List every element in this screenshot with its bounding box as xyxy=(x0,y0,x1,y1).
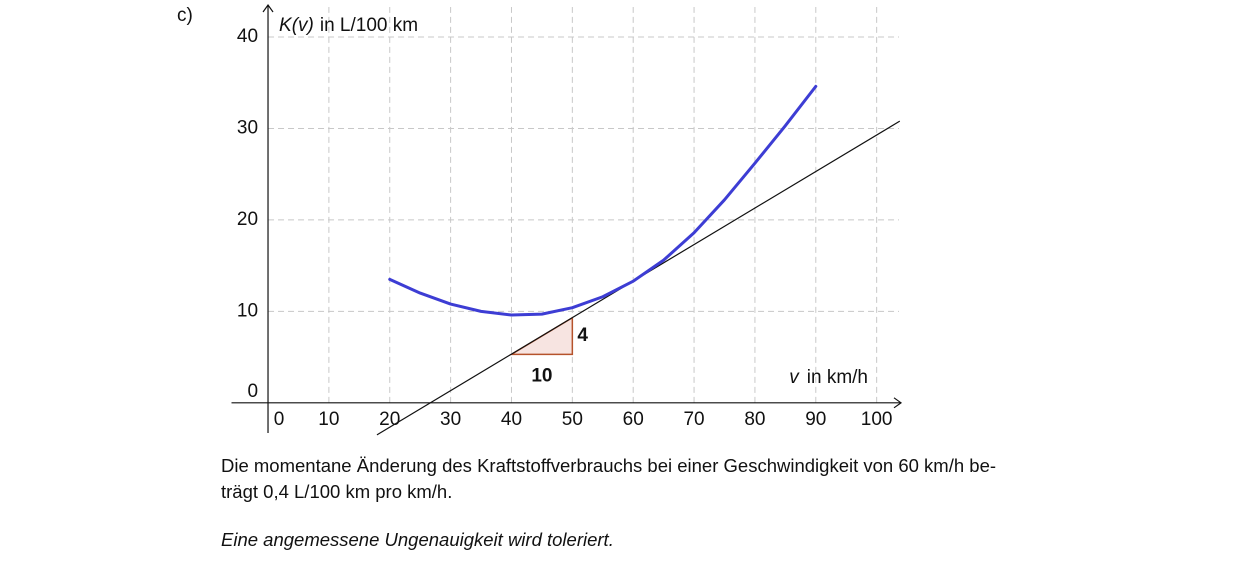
run-label: 10 xyxy=(531,365,552,386)
item-label: c) xyxy=(177,5,193,26)
answer-line: trägt 0,4 L/100 km pro km/h. xyxy=(221,481,453,502)
x-tick-label: 10 xyxy=(318,409,339,430)
x-axis-arrow xyxy=(893,397,903,409)
x-tick-label: 40 xyxy=(501,409,522,430)
x-tick-label: 90 xyxy=(805,409,826,430)
answer-line: Die momentane Änderung des Kraftstoffver… xyxy=(221,455,997,476)
x-tick-label: 70 xyxy=(683,409,704,430)
y-tick-label: 10 xyxy=(237,300,258,321)
x-label-unit: in km/h xyxy=(807,367,868,388)
x-label-var: v xyxy=(789,367,800,388)
curve xyxy=(388,84,818,317)
x-tick-label: 80 xyxy=(744,409,765,430)
y-label-var: K(v) xyxy=(279,15,314,36)
x-tick-label: 0 xyxy=(274,409,285,430)
y-tick-label: 30 xyxy=(237,117,258,138)
y-axis-label: K(v) in L/100 km xyxy=(279,15,418,36)
x-tick-label: 60 xyxy=(623,409,644,430)
y-label-unit: in L/100 km xyxy=(320,15,418,36)
x-tick-label: 50 xyxy=(562,409,583,430)
y-tick-label: 20 xyxy=(237,209,258,230)
y-axis-arrow xyxy=(262,3,274,13)
rise-label: 4 xyxy=(577,325,588,346)
x-tick-label: 30 xyxy=(440,409,461,430)
x-tick-label: 100 xyxy=(861,409,893,430)
x-axis-label: v in km/h xyxy=(789,367,868,388)
y-tick-label: 40 xyxy=(237,26,258,47)
note: Eine angemessene Ungenauigkeit wird tole… xyxy=(221,529,614,550)
y-tick-label: 0 xyxy=(247,381,258,402)
